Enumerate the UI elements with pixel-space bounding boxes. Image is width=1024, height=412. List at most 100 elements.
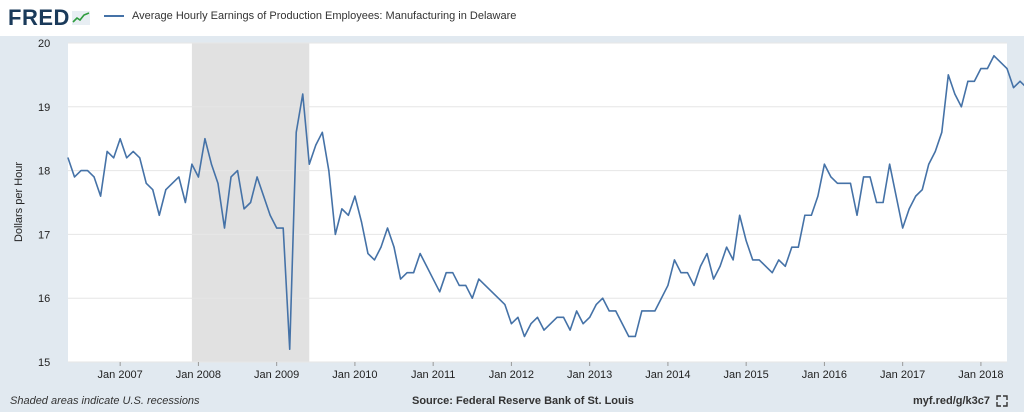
data-point xyxy=(471,297,473,299)
data-point xyxy=(413,272,415,274)
x-tick-label: Jan 2018 xyxy=(958,369,1003,381)
data-point xyxy=(439,291,441,293)
series-line[interactable] xyxy=(67,54,1024,351)
data-point xyxy=(126,157,128,159)
data-point xyxy=(699,265,702,267)
data-point xyxy=(862,176,865,178)
data-point xyxy=(373,259,376,261)
data-point xyxy=(608,310,610,312)
data-point xyxy=(354,195,356,197)
data-point xyxy=(680,272,682,274)
data-point xyxy=(230,176,232,178)
data-point xyxy=(830,176,832,178)
y-tick-label: 15 xyxy=(38,357,50,369)
data-point xyxy=(497,297,499,299)
data-point xyxy=(693,284,695,287)
data-point xyxy=(269,214,271,216)
data-point xyxy=(510,323,513,325)
data-point xyxy=(647,310,649,312)
data-point xyxy=(954,93,956,95)
data-point xyxy=(1019,80,1021,82)
data-point xyxy=(236,170,239,172)
x-tick-label: Jan 2016 xyxy=(802,369,847,381)
data-point xyxy=(986,67,989,70)
data-point xyxy=(686,272,689,274)
x-axis-ticks: Jan 2007 Jan 2008 Jan 2009 Jan 2010 Jan 2011… xyxy=(98,362,1004,381)
data-point xyxy=(628,335,630,338)
x-tick-label: Jan 2014 xyxy=(645,369,690,381)
data-point xyxy=(458,284,460,287)
data-point xyxy=(673,259,676,261)
data-point xyxy=(93,176,95,178)
data-point xyxy=(569,329,571,331)
data-point xyxy=(347,214,349,216)
data-point xyxy=(810,214,812,216)
data-point xyxy=(817,195,819,197)
y-tick-label: 19 xyxy=(38,102,50,114)
data-point xyxy=(132,150,134,153)
data-point xyxy=(869,176,871,178)
x-tick-label: Jan 2010 xyxy=(332,369,377,381)
data-point xyxy=(445,272,447,274)
data-point xyxy=(158,214,160,216)
data-point xyxy=(882,201,884,204)
data-point xyxy=(210,163,213,165)
chart-header: FRED Average Hourly Earnings of Producti… xyxy=(0,0,1024,36)
data-point xyxy=(641,310,643,312)
data-point xyxy=(849,182,852,184)
data-point xyxy=(856,214,858,216)
x-tick-label: Jan 2015 xyxy=(724,369,769,381)
data-point xyxy=(765,265,767,267)
data-point xyxy=(223,227,226,229)
data-point xyxy=(993,55,995,57)
data-point xyxy=(771,272,773,274)
data-point xyxy=(562,316,565,318)
x-tick-label: Jan 2017 xyxy=(880,369,925,381)
data-point xyxy=(341,208,343,210)
data-point xyxy=(967,80,969,82)
expand-icon[interactable] xyxy=(996,395,1008,407)
data-point xyxy=(393,246,395,248)
data-point xyxy=(1006,67,1008,70)
x-tick-label: Jan 2012 xyxy=(489,369,534,381)
data-point xyxy=(406,272,408,274)
data-point xyxy=(243,208,245,210)
data-point xyxy=(178,176,180,178)
y-axis-ticks: 15 16 17 18 19 20 xyxy=(38,38,50,369)
data-point xyxy=(191,163,193,165)
data-point xyxy=(934,150,936,153)
source-note: Source: Federal Reserve Bank of St. Loui… xyxy=(412,395,634,407)
fred-logo[interactable]: FRED xyxy=(8,4,90,32)
short-url[interactable]: myf.red/g/k3c7 xyxy=(913,395,1008,407)
data-point xyxy=(217,182,219,184)
data-point xyxy=(360,221,363,223)
data-point xyxy=(602,297,604,299)
data-point xyxy=(419,252,421,255)
data-point xyxy=(791,246,793,248)
data-point xyxy=(523,335,526,338)
data-point xyxy=(595,303,597,306)
data-point xyxy=(973,80,975,82)
fred-logo-text: FRED xyxy=(8,5,70,30)
data-point xyxy=(895,195,897,197)
data-point xyxy=(315,144,317,146)
data-point xyxy=(928,163,930,165)
data-point xyxy=(843,182,845,184)
data-point xyxy=(836,182,839,184)
data-point xyxy=(960,106,962,108)
legend-swatch xyxy=(104,15,124,17)
data-point xyxy=(712,278,715,280)
data-point xyxy=(380,246,382,248)
data-point xyxy=(915,195,917,197)
data-point xyxy=(797,246,799,248)
data-point xyxy=(282,227,284,229)
data-point xyxy=(80,170,82,172)
data-point xyxy=(249,201,252,204)
data-point xyxy=(484,284,486,287)
data-point xyxy=(654,310,656,312)
x-tick-label: Jan 2011 xyxy=(411,369,455,381)
data-point xyxy=(739,214,741,216)
data-point xyxy=(152,189,154,191)
y-tick-label: 18 xyxy=(38,166,50,178)
